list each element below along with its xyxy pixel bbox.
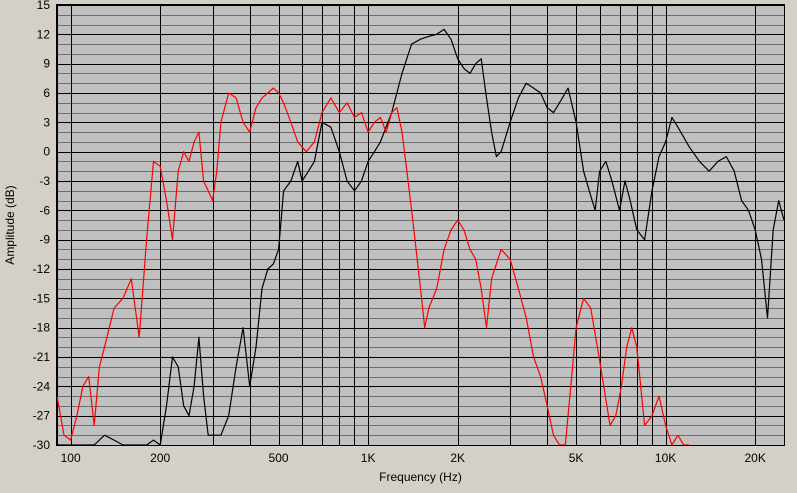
y-tick-label: -18	[33, 321, 51, 335]
y-tick-label: 15	[37, 0, 51, 12]
y-tick-label: 9	[43, 57, 50, 71]
series-line-1	[57, 28, 785, 446]
x-tick-label: 200	[150, 451, 170, 465]
y-axis-label: Amplitude (dB)	[3, 185, 17, 264]
x-tick-label: 1K	[361, 451, 376, 465]
y-tick-label: 6	[43, 86, 50, 100]
y-tick-label: -15	[33, 291, 51, 305]
y-tick-label: -3	[39, 174, 50, 188]
x-tick-labels: 100 200 500 1K 2K 5K 10K 20K	[61, 451, 766, 465]
plot-frame	[56, 4, 785, 446]
y-tick-label: 12	[37, 27, 51, 41]
y-tick-labels: 15 12 9 6 3 0 -3 -6 -9 -12 -15 -18 -21 -24 -27 -30	[33, 0, 51, 452]
y-tick-label: -12	[33, 262, 51, 276]
y-tick-label: -21	[33, 350, 51, 364]
x-tick-label: 5K	[569, 451, 584, 465]
x-axis-label: Frequency (Hz)	[379, 470, 462, 484]
y-tick-label: -6	[39, 203, 50, 217]
series-layer	[56, 28, 785, 446]
y-tick-label: 0	[43, 145, 50, 159]
major-gridlines	[57, 5, 784, 446]
y-tick-label: -24	[33, 379, 51, 393]
x-tick-label: 100	[61, 451, 81, 465]
x-tick-label: 10K	[655, 451, 676, 465]
y-tick-label: -27	[33, 409, 51, 423]
x-tick-label: 20K	[744, 451, 765, 465]
x-tick-label: 500	[269, 451, 289, 465]
plot-area	[57, 5, 784, 445]
y-tick-label: 3	[43, 115, 50, 129]
y-tick-label: -9	[39, 233, 50, 247]
y-tick-label: -30	[33, 438, 51, 452]
x-tick-label: 2K	[450, 451, 465, 465]
series-line-2	[56, 87, 690, 446]
